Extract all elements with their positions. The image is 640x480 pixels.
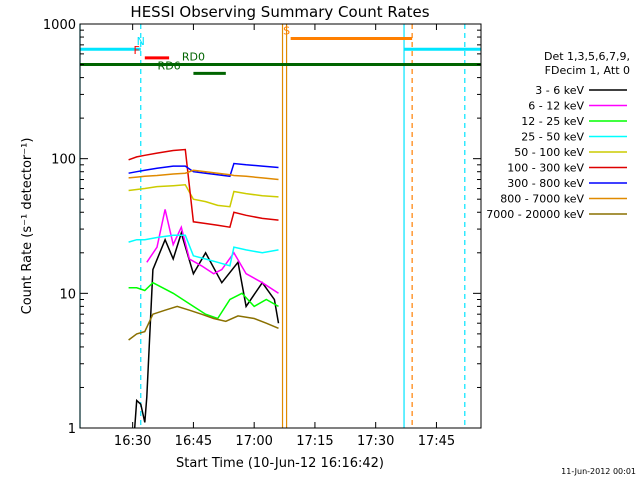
y-tick-label: 1 (68, 422, 76, 437)
state-label-rd6: RD6 (158, 59, 181, 72)
x-tick-label: 17:15 (296, 434, 333, 449)
legend-label: 12 - 25 keV (521, 115, 584, 128)
series-line (128, 281, 279, 320)
chart-title: HESSI Observing Summary Count Rates (130, 3, 429, 21)
legend-label: 100 - 300 keV (507, 162, 584, 175)
legend-label: 7000 - 20000 keV (486, 208, 584, 221)
legend-label: 6 - 12 keV (528, 100, 584, 113)
legend-header: Det 1,3,5,6,7,9, (544, 50, 630, 63)
y-tick-label: 100 (51, 153, 76, 168)
series-line (128, 184, 279, 208)
x-axis-label: Start Time (10-Jun-12 16:16:42) (176, 456, 384, 471)
x-tick-label: 17:30 (357, 434, 394, 449)
state-label-s: S (283, 25, 290, 38)
x-tick-label: 16:30 (114, 434, 151, 449)
series-line (128, 305, 279, 341)
state-label-f: F (134, 44, 140, 57)
series-line (146, 209, 279, 294)
series-line (128, 234, 279, 267)
state-label-rd0: RD0 (182, 51, 205, 64)
legend-label: 300 - 800 keV (507, 177, 584, 190)
series-line (128, 169, 279, 181)
axes: 16:30 16:45 17:00 17:15 17:30 17:45 1 10 100 1000 (43, 18, 481, 449)
plot-frame (79, 23, 482, 429)
legend-label: 50 - 100 keV (514, 146, 584, 159)
x-tick-label: 17:45 (418, 434, 455, 449)
series-line (133, 230, 280, 429)
state-label-n: N (137, 35, 145, 48)
legend-label: 3 - 6 keV (535, 84, 584, 97)
legend-label: 25 - 50 keV (521, 131, 584, 144)
legend: Det 1,3,5,6,7,9,FDecim 1, Att 0 3 - 6 keV… (486, 50, 630, 221)
series-line (128, 148, 279, 229)
y-axis-label: Count Rate (s⁻¹ detector⁻¹) (20, 138, 35, 315)
x-tick-label: 16:45 (175, 434, 212, 449)
legend-label: 800 - 7000 keV (500, 193, 584, 206)
timestamp: 11-Jun-2012 00:01 (561, 467, 636, 476)
y-tick-label: 10 (59, 287, 76, 302)
series-line (128, 162, 279, 178)
x-tick-label: 17:00 (235, 434, 272, 449)
y-tick-label: 1000 (43, 18, 76, 33)
legend-header: FDecim 1, Att 0 (545, 64, 630, 77)
